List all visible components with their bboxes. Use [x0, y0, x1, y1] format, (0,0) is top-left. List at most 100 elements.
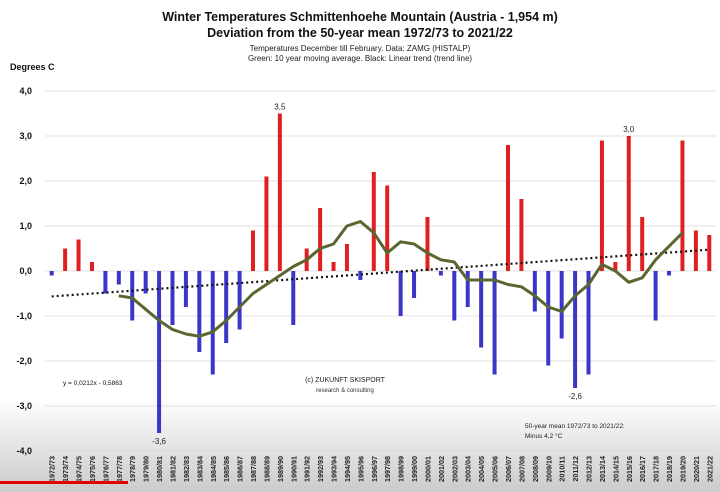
x-tick-label: 1995/96	[356, 456, 365, 482]
mean-note-value: Minus 4,2 °C	[525, 432, 563, 440]
y-tick-label: 4,0	[19, 86, 32, 96]
value-label: -3,6	[152, 437, 166, 446]
x-tick-label: 1978/79	[128, 456, 137, 482]
bar	[599, 140, 604, 271]
x-tick-label: 1980/81	[155, 456, 164, 482]
x-tick-label: 1992/93	[316, 456, 325, 482]
x-tick-label: 2018/19	[665, 456, 674, 482]
x-tick-label: 2003/04	[464, 456, 473, 482]
x-tick-label: 1993/94	[330, 456, 339, 482]
bar	[546, 271, 551, 366]
bar	[291, 271, 296, 325]
x-tick-label: 1989/90	[276, 456, 285, 482]
bar	[640, 217, 645, 271]
x-tick-label: 1994/95	[343, 456, 352, 482]
bar	[479, 271, 484, 348]
value-label: 3,5	[274, 103, 286, 112]
bar	[385, 185, 390, 271]
trend-line-group	[51, 248, 710, 298]
value-labels: -3,6 3,5 -2,6 3,0	[152, 103, 635, 447]
x-tick-label: 2010/11	[558, 456, 567, 482]
credit-label: (c) ZUKUNFT SKISPORT	[305, 377, 386, 384]
bar	[318, 208, 323, 271]
bar	[626, 136, 631, 271]
x-tick-label: 2000/01	[423, 456, 432, 482]
x-tick-label: 2015/16	[625, 456, 634, 482]
x-tick-label: 1986/87	[236, 456, 245, 482]
x-tick-label: 2016/17	[638, 456, 647, 482]
x-tick-label: 1976/77	[101, 456, 110, 482]
bar	[157, 271, 162, 433]
bar	[237, 271, 242, 330]
x-tick-label: 1975/76	[88, 456, 97, 482]
bar	[505, 145, 510, 271]
x-tick-label: 1991/92	[303, 456, 312, 482]
bar	[89, 262, 94, 271]
x-tick-label: 1999/00	[410, 456, 419, 482]
x-tick-label: 2019/20	[678, 456, 687, 482]
x-tick-label: 1979/80	[142, 456, 151, 482]
y-axis-unit-label: Degrees C	[10, 62, 55, 72]
bar	[63, 248, 68, 271]
x-tick-label: 2020/21	[692, 456, 701, 482]
mean-note: 50-year mean 1972/73 to 2021/22:	[525, 423, 625, 430]
bar	[371, 172, 376, 271]
y-tick-label: -3,0	[16, 401, 32, 411]
bar	[412, 271, 417, 298]
bar	[653, 271, 658, 321]
bar	[76, 239, 81, 271]
bar	[170, 271, 175, 325]
y-tick-label: 1,0	[19, 221, 32, 231]
bar	[425, 217, 430, 271]
bar	[277, 113, 282, 271]
y-tick-label: -4,0	[16, 446, 32, 456]
x-tick-label: 2006/07	[504, 456, 513, 482]
bar	[667, 271, 672, 276]
bar	[438, 271, 443, 276]
credit-sublabel: research & consulting	[316, 388, 374, 394]
x-tick-label: 2017/18	[652, 456, 661, 482]
bar	[586, 271, 591, 375]
y-tick-label: -2,0	[16, 356, 32, 366]
x-tick-label: 2004/05	[477, 456, 486, 482]
moving-average-line	[118, 220, 684, 338]
x-tick-label: 1997/98	[383, 456, 392, 482]
x-tick-label: 1998/99	[397, 456, 406, 482]
bar	[398, 271, 403, 316]
bar	[344, 244, 349, 271]
value-label: -2,6	[568, 392, 582, 401]
bar	[532, 271, 537, 312]
bar	[492, 271, 497, 375]
bar	[519, 199, 524, 271]
x-tick-label: 2013/14	[598, 456, 607, 482]
legend-note: Green: 10 year moving average. Black: Li…	[247, 54, 473, 63]
bar	[331, 262, 336, 271]
x-tick-label: 2001/02	[437, 456, 446, 482]
x-tick-label: 2011/12	[571, 456, 580, 482]
x-tick-label: 2005/06	[491, 456, 500, 482]
bar	[452, 271, 457, 321]
x-tick-label: 2021/22	[705, 456, 714, 482]
x-tick-label: 1987/88	[249, 456, 258, 482]
data-source-note: Temperatures December till February. Dat…	[249, 44, 471, 53]
bar	[183, 271, 188, 307]
x-tick-label: 1973/74	[61, 456, 70, 482]
x-tick-label: 1983/84	[195, 456, 204, 482]
chart-title: Winter Temperatures Schmittenhoehe Mount…	[162, 10, 558, 24]
x-tick-label: 2012/13	[585, 456, 594, 482]
bar	[224, 271, 229, 343]
trend-line	[51, 248, 710, 298]
bar	[143, 271, 148, 294]
x-tick-label: 1972/73	[48, 456, 57, 482]
x-tick-label: 1974/75	[75, 456, 84, 482]
bar	[358, 271, 363, 280]
bar	[573, 271, 578, 388]
x-tick-label: 2002/03	[450, 456, 459, 482]
x-tick-label: 1977/78	[115, 456, 124, 482]
x-tick-label: 1985/86	[222, 456, 231, 482]
bar	[116, 271, 121, 285]
bar	[264, 176, 269, 271]
bar	[559, 271, 564, 339]
bar	[680, 140, 685, 271]
